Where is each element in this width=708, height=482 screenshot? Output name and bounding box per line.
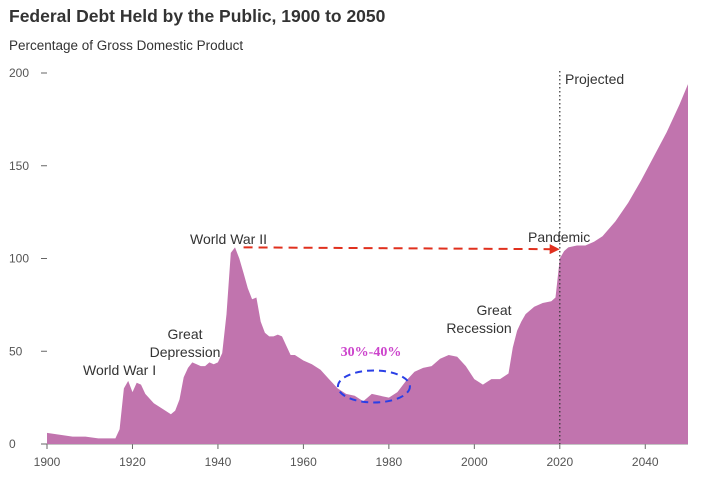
y-tick-label: 50 (9, 344, 23, 358)
x-tick-label: 1900 (34, 455, 61, 469)
chart-subtitle: Percentage of Gross Domestic Product (9, 38, 244, 53)
y-axis-ticks: 0 50 100 150 200 (9, 66, 47, 451)
annotation-great-recession-line2: Recession (446, 320, 511, 336)
y-tick-label: 100 (9, 252, 29, 266)
annotation-great-depression-line2: Depression (150, 344, 221, 360)
annotation-great-recession-line1: Great (476, 302, 511, 318)
x-tick-label: 2040 (632, 455, 659, 469)
x-tick-label: 2000 (461, 455, 488, 469)
annotation-world-war-1: World War I (83, 362, 156, 378)
x-tick-label: 1980 (376, 455, 403, 469)
chart-title: Federal Debt Held by the Public, 1900 to… (9, 6, 386, 26)
annotation-world-war-2: World War II (190, 231, 267, 247)
wwii-to-pandemic-arrow (243, 244, 560, 255)
y-tick-label: 150 (9, 159, 29, 173)
annotation-pandemic: Pandemic (528, 229, 590, 245)
x-tick-label: 2020 (546, 455, 573, 469)
annotation-range-30-40: 30%-40% (341, 345, 402, 360)
x-tick-label: 1920 (119, 455, 146, 469)
y-tick-label: 0 (9, 437, 16, 451)
annotation-projected: Projected (565, 71, 624, 87)
annotation-great-depression-line1: Great (167, 326, 202, 342)
x-axis-ticks: 1900 1920 1940 1960 1980 2000 2020 2040 (34, 443, 688, 469)
y-tick-label: 200 (9, 66, 29, 80)
range-highlight-ellipse (336, 369, 411, 404)
x-tick-label: 1940 (205, 455, 232, 469)
x-tick-label: 1960 (290, 455, 317, 469)
debt-area-series (47, 84, 688, 444)
